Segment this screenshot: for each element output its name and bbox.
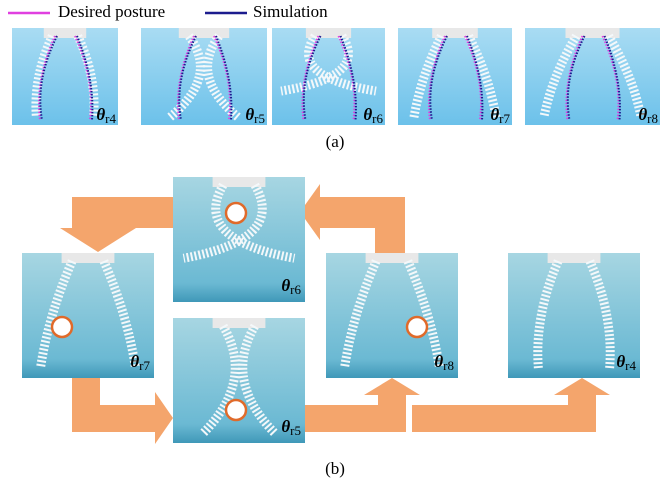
ball: [407, 317, 427, 337]
subscript: r5: [290, 423, 301, 438]
subscript: r7: [499, 111, 510, 126]
mount: [179, 28, 229, 38]
theta: θ: [434, 352, 443, 371]
theta: θ: [281, 417, 290, 436]
theta: θ: [281, 276, 290, 295]
caption: (a): [326, 132, 345, 151]
theta: θ: [490, 105, 499, 124]
legend-label: Simulation: [253, 2, 328, 21]
legend-label: Desired posture: [58, 2, 165, 21]
mount: [213, 318, 266, 328]
ball: [226, 400, 246, 420]
figure: Desired postureSimulationθr4θr5θr6θr7θr8…: [0, 0, 670, 491]
caption: (b): [325, 459, 345, 478]
subscript: r4: [105, 111, 116, 126]
theta: θ: [616, 352, 625, 371]
subscript: r7: [139, 358, 150, 373]
theta: θ: [130, 352, 139, 371]
theta: θ: [96, 105, 105, 124]
theta: θ: [245, 105, 254, 124]
subscript: r4: [625, 358, 636, 373]
subscript: r6: [290, 282, 301, 297]
subscript: r8: [443, 358, 454, 373]
subscript: r8: [647, 111, 658, 126]
subscript: r5: [254, 111, 265, 126]
ball: [226, 203, 246, 223]
subscript: r6: [372, 111, 383, 126]
theta: θ: [638, 105, 647, 124]
theta: θ: [363, 105, 372, 124]
ball: [52, 317, 72, 337]
